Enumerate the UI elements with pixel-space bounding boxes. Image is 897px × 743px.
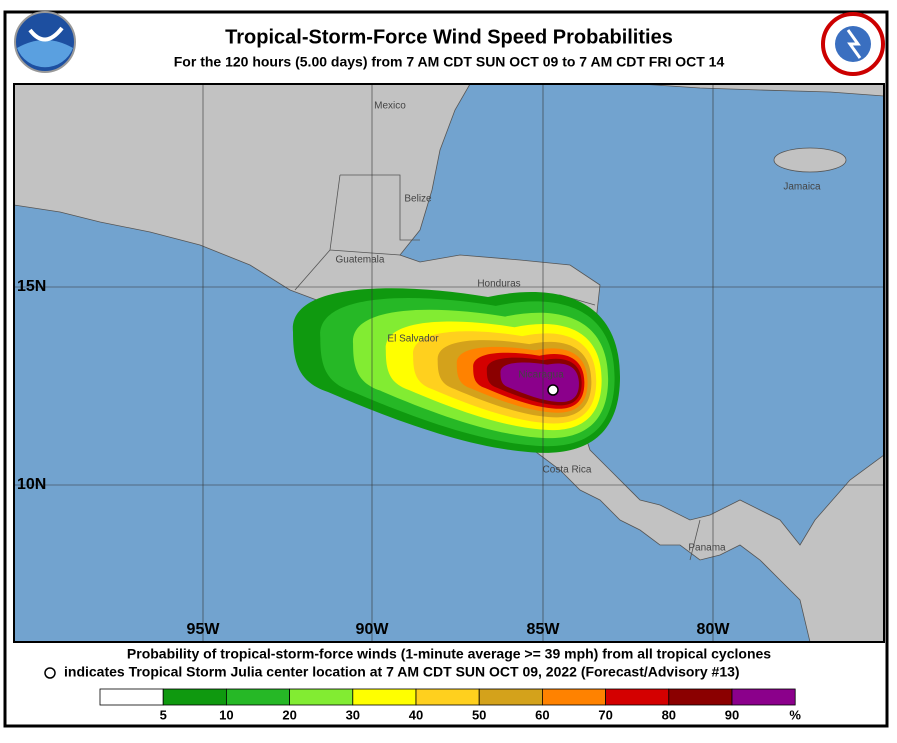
probability-contour: [500, 362, 579, 403]
place-label: Honduras: [477, 279, 520, 290]
legend-swatch: [225, 688, 290, 706]
legend-tick-label: 80: [662, 707, 676, 722]
longitude-label: 90W: [356, 621, 390, 638]
footer-line2: indicates Tropical Storm Julia center lo…: [64, 664, 740, 680]
cuba: [639, 84, 884, 97]
place-label: Costa Rica: [543, 465, 592, 476]
legend-tick-label: 50: [472, 707, 486, 722]
graticule: [14, 84, 884, 642]
legend-swatch: [415, 688, 480, 706]
legend-swatch: [478, 688, 543, 706]
map: Mexico Belize Guatemala Honduras El Salvador…: [14, 84, 884, 642]
legend-swatch: [99, 688, 164, 706]
nws-logo: [821, 12, 885, 76]
place-label: Nicaragua: [518, 370, 564, 381]
legend-swatch: [289, 688, 354, 706]
legend-tick-label: 5: [160, 707, 167, 722]
title: Tropical-Storm-Force Wind Speed Probabil…: [225, 26, 673, 48]
longitude-label: 95W: [187, 621, 221, 638]
legend-tick-label: 90: [725, 707, 739, 722]
legend-unit: %: [789, 707, 801, 722]
noaa-logo: [14, 11, 76, 73]
map-frame: [13, 83, 885, 643]
legend-tick-label: 40: [409, 707, 423, 722]
subtitle: For the 120 hours (5.00 days) from 7 AM …: [174, 54, 725, 70]
place-label: Belize: [404, 194, 432, 205]
legend-swatch: [605, 688, 670, 706]
legend-tick-label: 70: [598, 707, 612, 722]
storm-center: [547, 384, 559, 396]
legend-swatch: [668, 688, 733, 706]
legend: 5 10 20 30 40 50 60 70 80 90%: [99, 688, 801, 722]
legend-tick-label: 60: [535, 707, 549, 722]
footer-line1: Probability of tropical-storm-force wind…: [127, 646, 771, 662]
latitude-label: 15N: [17, 278, 46, 295]
legend-tick-label: 10: [219, 707, 233, 722]
legend-swatch: [542, 688, 607, 706]
legend-tick-label: 30: [346, 707, 360, 722]
place-label: Mexico: [374, 101, 406, 112]
place-label: El Salvador: [387, 334, 439, 345]
legend-swatch: [731, 688, 796, 706]
legend-swatch: [352, 688, 417, 706]
jamaica-island: [773, 147, 847, 173]
longitude-label: 85W: [527, 621, 561, 638]
legend-swatch: [162, 688, 227, 706]
legend-tick-label: 20: [282, 707, 296, 722]
probability-contours: [292, 288, 620, 453]
place-label: Panama: [688, 543, 726, 554]
place-label: Jamaica: [783, 182, 821, 193]
center-symbol: [44, 667, 56, 679]
latitude-label: 10N: [17, 476, 46, 493]
longitude-label: 80W: [697, 621, 731, 638]
place-label: Guatemala: [336, 255, 385, 266]
